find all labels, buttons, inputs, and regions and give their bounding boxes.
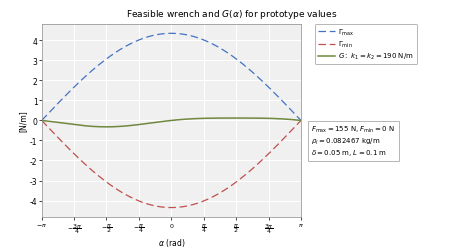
$\Gamma_{\mathrm{min}}$ — [153, 205, 159, 208]
$\Gamma_{\mathrm{max}}$ — [298, 119, 304, 122]
$\Gamma_{\mathrm{max}}$ — [169, 33, 174, 36]
$\Gamma_{\mathrm{max}}$ — [241, 64, 247, 67]
$G:\; k_1 = k_2 = 190$ N/m — [39, 119, 44, 122]
$G:\; k_1 = k_2 = 190$ N/m — [242, 117, 247, 120]
$G:\; k_1 = k_2 = 190$ N/m — [104, 126, 109, 129]
Line: $\Gamma_{\mathrm{max}}$: $\Gamma_{\mathrm{max}}$ — [42, 34, 301, 121]
$G:\; k_1 = k_2 = 190$ N/m — [298, 119, 304, 122]
X-axis label: $\alpha$ (rad): $\alpha$ (rad) — [157, 236, 185, 248]
$\Gamma_{\mathrm{min}}$ — [241, 175, 247, 178]
$\Gamma_{\mathrm{max}}$ — [39, 119, 44, 122]
$\Gamma_{\mathrm{max}}$ — [144, 37, 149, 40]
Legend: $\Gamma_{\mathrm{max}}$, $\Gamma_{\mathrm{min}}$, $G:\; k_1 = k_2 = 190$ N/m: $\Gamma_{\mathrm{max}}$, $\Gamma_{\mathr… — [315, 25, 417, 65]
$\Gamma_{\mathrm{max}}$ — [65, 92, 71, 95]
$G:\; k_1 = k_2 = 190$ N/m — [144, 122, 150, 125]
Y-axis label: [N/m]: [N/m] — [18, 110, 27, 132]
$\Gamma_{\mathrm{max}}$ — [153, 34, 159, 37]
$\Gamma_{\mathrm{max}}$ — [217, 47, 223, 50]
$\Gamma_{\mathrm{min}}$ — [217, 192, 223, 195]
$G:\; k_1 = k_2 = 190$ N/m — [217, 117, 223, 120]
$\Gamma_{\mathrm{min}}$ — [144, 202, 149, 205]
Text: Feasible wrench and $G(\alpha)$ for prototype values: Feasible wrench and $G(\alpha)$ for prot… — [126, 8, 337, 20]
Line: $\Gamma_{\mathrm{min}}$: $\Gamma_{\mathrm{min}}$ — [42, 121, 301, 208]
$G:\; k_1 = k_2 = 190$ N/m — [233, 117, 239, 120]
$G:\; k_1 = k_2 = 190$ N/m — [153, 121, 159, 124]
$\Gamma_{\mathrm{min}}$ — [169, 206, 174, 209]
Text: $F_{\max} = 155$ N, $F_{\min} = 0$ N
$\rho_l = 0.082467$ kg/m
$\delta = 0.05$ m,: $F_{\max} = 155$ N, $F_{\min} = 0$ N $\r… — [311, 125, 395, 158]
$\Gamma_{\mathrm{min}}$ — [65, 147, 71, 150]
$G:\; k_1 = k_2 = 190$ N/m — [65, 123, 71, 126]
$\Gamma_{\mathrm{min}}$ — [246, 171, 251, 174]
$\Gamma_{\mathrm{max}}$ — [246, 68, 251, 71]
$\Gamma_{\mathrm{min}}$ — [298, 119, 304, 122]
Line: $G:\; k_1 = k_2 = 190$ N/m: $G:\; k_1 = k_2 = 190$ N/m — [42, 119, 301, 127]
$G:\; k_1 = k_2 = 190$ N/m — [246, 117, 252, 120]
$\Gamma_{\mathrm{min}}$ — [39, 119, 44, 122]
